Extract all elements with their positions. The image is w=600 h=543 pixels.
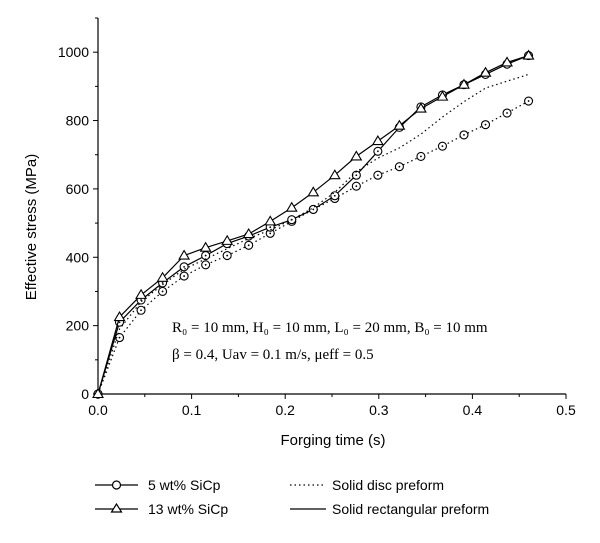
data-point: [522, 49, 535, 60]
data-point: [135, 288, 148, 299]
data-point: [328, 169, 341, 180]
data-point-dot: [183, 275, 186, 277]
series-line: [97, 55, 529, 395]
data-point-dot: [204, 263, 207, 266]
data-point-dot: [398, 165, 401, 168]
data-point-dot: [312, 208, 315, 211]
data-point-dot: [376, 150, 379, 153]
data-point: [479, 66, 492, 77]
x-axis-title: Forging time (s): [280, 432, 385, 449]
data-point-dot: [140, 299, 142, 301]
data-point-dot: [506, 112, 508, 114]
data-point: [285, 201, 298, 212]
data-point-dot: [247, 244, 250, 247]
data-point-dot: [420, 155, 422, 158]
legend-label-rect: Solid rectangular preform: [332, 501, 489, 517]
y-tick-label: 1000: [58, 44, 89, 60]
data-point-dot: [333, 194, 336, 197]
data-point: [307, 186, 320, 197]
legend-label-5wt: 5 wt% SiCp: [148, 477, 221, 493]
data-point-dot: [376, 174, 379, 177]
y-tick-label: 200: [66, 318, 90, 334]
data-point: [92, 387, 104, 399]
data-point-dot: [226, 254, 229, 257]
data-point: [199, 241, 212, 252]
annotation-geometry: R₀ = 10 mm, H₀ = 10 mm, L₀ = 20 mm, B₀ =…: [172, 320, 488, 336]
data-point-dot: [183, 265, 186, 268]
series-0: [93, 96, 534, 399]
data-point-dot: [441, 145, 444, 148]
x-tick-label: 0.4: [463, 402, 483, 418]
data-point: [221, 234, 234, 245]
series-line: [97, 73, 529, 395]
y-tick-label: 800: [66, 113, 90, 129]
x-tick-label: 0.3: [369, 402, 389, 418]
y-axis-title: Effective stress (MPa): [23, 154, 40, 300]
data-point-dot: [269, 232, 272, 235]
legend-marker-triangle: [110, 502, 123, 513]
data-point: [393, 119, 406, 130]
data-point: [242, 227, 255, 239]
data-point-dot: [527, 100, 530, 102]
data-point: [371, 134, 384, 146]
data-point-dot: [204, 254, 207, 257]
data-point-dot: [269, 226, 272, 229]
series-2: [97, 73, 529, 395]
data-point-dot: [161, 282, 164, 284]
data-point-dot: [355, 185, 358, 188]
legend: 5 wt% SiCp 13 wt% SiCp Solid disc prefor…: [95, 477, 489, 517]
data-point-dot: [118, 321, 121, 324]
x-tick-label: 0.2: [275, 402, 295, 418]
data-point-dot: [484, 123, 487, 126]
x-tick-label: 0.1: [182, 402, 202, 418]
series-line: [97, 100, 529, 395]
series-3: [92, 49, 535, 399]
series-line: [97, 55, 529, 395]
data-point-dot: [118, 336, 121, 339]
data-point: [458, 78, 470, 89]
data-point: [501, 56, 513, 67]
data-point: [264, 215, 277, 226]
x-tick-label: 0.0: [88, 402, 108, 418]
data-point-dot: [463, 134, 465, 136]
x-tick-label: 0.5: [556, 402, 576, 418]
data-point: [156, 271, 169, 282]
data-point: [113, 311, 126, 322]
data-point: [178, 249, 191, 260]
data-point: [436, 90, 449, 101]
legend-marker-circle: [111, 480, 122, 490]
data-point-dot: [140, 309, 142, 312]
y-tick-label: 600: [66, 181, 90, 197]
data-point: [414, 102, 427, 113]
y-tick-label: 400: [66, 249, 90, 265]
y-tick-label: 0: [81, 386, 89, 402]
data-point-dot: [161, 290, 164, 293]
data-point: [350, 150, 363, 161]
legend-label-disc: Solid disc preform: [332, 477, 444, 493]
data-point-dot: [355, 174, 358, 177]
ticks: 0.0 0.1 0.2 0.3 0.4 0.5 0 200 400 600 800 1000: [58, 17, 576, 418]
series-layer: [92, 49, 535, 399]
legend-label-13wt: 13 wt% SiCp: [148, 501, 228, 517]
annotation-process: β = 0.4, Uav = 0.1 m/s, μeff = 0.5: [172, 347, 374, 363]
axes: [97, 18, 566, 395]
